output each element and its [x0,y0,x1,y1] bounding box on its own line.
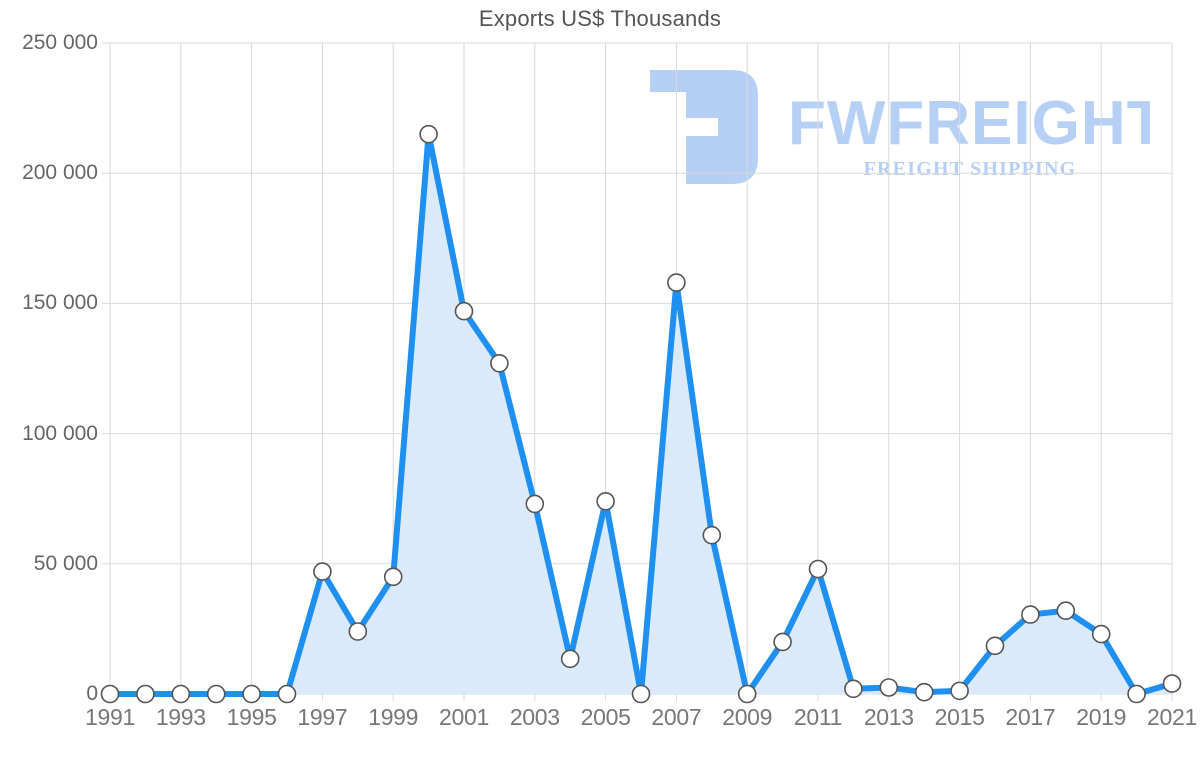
series-line [107,131,1175,697]
data-point-marker [1127,684,1146,704]
series-area-fill [110,134,1172,694]
x-axis-tick-label: 2001 [439,704,489,730]
data-point-marker [242,684,261,704]
data-point-marker [631,684,651,704]
data-point-marker [206,684,226,704]
data-point-marker [419,124,438,144]
data-point-marker [844,679,863,699]
data-point-marker [1021,605,1040,624]
data-point-marker [560,649,580,669]
x-axis-tick-label: 2007 [651,704,702,730]
x-axis-tick-label: 2005 [580,704,631,730]
x-axis-tick-label: 2013 [863,704,914,730]
data-point-marker [100,684,120,704]
data-point-marker [490,353,509,373]
data-point-marker [348,622,368,641]
x-axis-tick-label: 1999 [368,704,419,730]
data-point-marker [596,491,615,511]
data-point-marker [950,681,969,701]
x-axis-tick-label: 2011 [793,704,843,730]
gridlines [102,42,1173,701]
chart-title: Exports US$ Thousands [478,6,722,31]
x-axis-tick-label: 2017 [1005,704,1056,730]
data-point-marker [1056,601,1076,620]
x-axis-tick-label: 2009 [722,704,773,730]
series-markers [100,124,1182,704]
data-point-marker [454,301,474,321]
y-axis-tick-label: 100 000 [22,421,98,445]
y-axis-tick-label: 0 [86,682,98,705]
y-axis-tick-label: 250 000 [22,31,98,54]
y-axis-tick-label: 150 000 [22,291,98,315]
data-point-marker [985,636,1005,656]
data-point-marker [1162,674,1182,693]
data-point-marker [277,684,297,704]
y-axis-tick-label: 50 000 [33,551,98,575]
x-axis-tick-label: 1997 [297,704,348,730]
x-axis-tick-label: 1993 [155,704,206,730]
x-axis-tick-label: 1991 [85,704,135,730]
data-point-marker [1091,624,1111,644]
x-axis-tick-label: 2021 [1147,704,1197,730]
data-point-marker [383,567,403,587]
data-point-marker [171,684,191,704]
data-point-marker [702,525,722,545]
data-point-marker [313,562,332,581]
data-point-marker [667,273,686,292]
x-axis-tick-label: 2019 [1076,704,1127,730]
data-point-marker [914,682,934,702]
y-axis-tick-label: 200 000 [22,161,98,185]
data-point-marker [808,559,828,579]
data-point-marker [737,684,757,704]
x-axis-tick-label: 2015 [934,704,985,730]
data-point-marker [136,684,155,704]
data-point-marker [773,632,792,652]
data-point-marker [525,494,545,514]
x-axis-tick-label: 1995 [226,704,277,730]
x-axis-tick-label: 2003 [509,704,560,730]
data-point-marker [879,678,899,697]
